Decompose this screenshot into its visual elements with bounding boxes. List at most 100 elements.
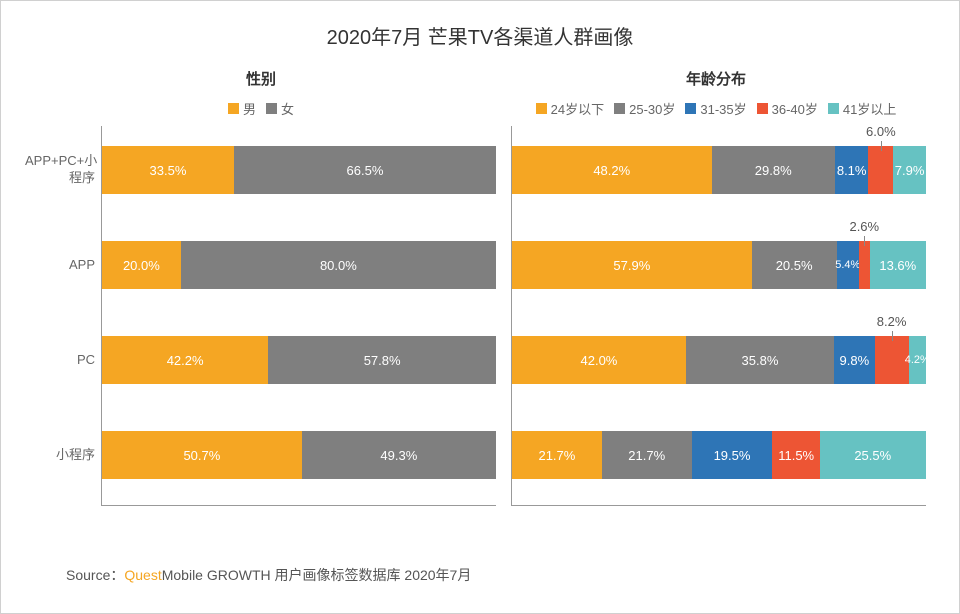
bar-wrap: 21.7% 21.7% 19.5% 11.5% 25.5% (512, 431, 926, 479)
segment-value: 5.4% (835, 259, 860, 271)
legend-swatch (266, 103, 277, 114)
category-label: APP+PC+小程序 (25, 153, 95, 187)
callout-label: 8.2% (877, 314, 907, 329)
bar-segment: 7.9% (893, 146, 926, 194)
bar-wrap: 42.2% 57.8% (102, 336, 496, 384)
legend-label: 31-35岁 (700, 99, 746, 118)
segment-value: 7.9% (895, 163, 925, 178)
bar-wrap: 50.7% 49.3% (102, 431, 496, 479)
bar-segment: 13.6% (870, 241, 926, 289)
bar-row: 48.2% 29.8% 8.1%6.0%7.9% (512, 146, 926, 194)
segment-value: 21.7% (628, 448, 665, 463)
chart-container: 2020年7月 芒果TV各渠道人群画像 性别 男女 APP+PC+小程序33.5… (0, 0, 960, 614)
bar-segment: 48.2% (512, 146, 712, 194)
segment-value: 8.1% (837, 163, 867, 178)
bar-segment: 8.2% (875, 336, 909, 384)
bar-wrap: 57.9%20.5%5.4%2.6%13.6% (512, 241, 926, 289)
bar-row: APP+PC+小程序33.5%66.5% (102, 146, 496, 194)
legend-swatch (828, 103, 839, 114)
bar-row: 21.7% 21.7% 19.5% 11.5% 25.5% (512, 431, 926, 479)
segment-value: 33.5% (150, 163, 187, 178)
category-label: 小程序 (25, 447, 95, 464)
segment-value: 48.2% (593, 163, 630, 178)
segment-value: 20.5% (776, 258, 813, 273)
bar-segment: 33.5% (102, 146, 234, 194)
legend-swatch (614, 103, 625, 114)
bar-segment: 35.8% (686, 336, 834, 384)
bar-segment: 4.2% (909, 336, 926, 384)
legend-swatch (228, 103, 239, 114)
source-brand-b: Mobile (162, 567, 203, 583)
legend-item: 男 (228, 99, 256, 118)
segment-value: 50.7% (183, 448, 220, 463)
segment-value: 13.6% (879, 258, 916, 273)
bar-wrap: 33.5% 66.5% (102, 146, 496, 194)
segment-value: 42.2% (167, 353, 204, 368)
segment-value: 29.8% (755, 163, 792, 178)
legend-swatch (757, 103, 768, 114)
segment-value: 66.5% (347, 163, 384, 178)
callout-label: 6.0% (866, 124, 896, 139)
bar-wrap: 48.2% 29.8% 8.1%6.0%7.9% (512, 146, 926, 194)
gender-plot: APP+PC+小程序33.5%66.5%APP20.0%80.0%PC42.2%… (101, 126, 496, 506)
callout-label: 2.6% (849, 219, 879, 234)
segment-value: 80.0% (320, 258, 357, 273)
legend-swatch (685, 103, 696, 114)
segment-value: 57.9% (613, 258, 650, 273)
callout-line (881, 141, 882, 151)
legend-item: 41岁以上 (828, 99, 896, 118)
segment-value: 25.5% (854, 448, 891, 463)
bar-segment: 21.7% (602, 431, 692, 479)
segment-value: 35.8% (742, 353, 779, 368)
legend-item: 36-40岁 (757, 99, 818, 118)
segment-value: 11.5% (778, 448, 814, 463)
bar-row: 42.0% 35.8% 9.8% 8.2%4.2% (512, 336, 926, 384)
segment-value: 9.8% (840, 353, 870, 368)
legend-swatch (536, 103, 547, 114)
source-brand-a: Quest (124, 567, 161, 583)
bar-segment: 9.8% (834, 336, 875, 384)
segment-value: 49.3% (380, 448, 417, 463)
bar-segment: 21.7% (512, 431, 602, 479)
segment-value: 57.8% (364, 353, 401, 368)
bar-segment: 57.9% (512, 241, 752, 289)
bar-row: 57.9%20.5%5.4%2.6%13.6% (512, 241, 926, 289)
callout-line (864, 236, 865, 246)
bar-row: 小程序50.7%49.3% (102, 431, 496, 479)
legend-item: 女 (266, 99, 294, 118)
age-plot: 48.2%29.8%8.1%6.0%7.9%57.9%20.5%5.4%2.6%… (511, 126, 926, 506)
legend-label: 25-30岁 (629, 99, 675, 118)
source-line: Source：QuestMobile GROWTH 用户画像标签数据库 2020… (66, 565, 471, 585)
category-label: APP (25, 257, 95, 274)
bar-segment: 20.5% (752, 241, 837, 289)
legend-label: 36-40岁 (772, 99, 818, 118)
bar-segment: 11.5% (772, 431, 820, 479)
legend-item: 31-35岁 (685, 99, 746, 118)
category-label: PC (25, 352, 95, 369)
segment-value: 42.0% (581, 353, 618, 368)
age-panel: 年龄分布 24岁以下25-30岁31-35岁36-40岁41岁以上 48.2%2… (506, 68, 926, 506)
age-subtitle: 年龄分布 (506, 68, 926, 89)
bar-segment: 6.0% (868, 146, 893, 194)
gender-legend: 男女 (26, 99, 496, 118)
bar-segment: 29.8% (712, 146, 835, 194)
legend-label: 女 (281, 99, 294, 118)
legend-item: 25-30岁 (614, 99, 675, 118)
bar-wrap: 42.0% 35.8% 9.8% 8.2%4.2% (512, 336, 926, 384)
bar-segment: 50.7% (102, 431, 302, 479)
chart-title: 2020年7月 芒果TV各渠道人群画像 (26, 21, 934, 50)
bar-segment: 25.5% (820, 431, 926, 479)
bar-segment: 19.5% (692, 431, 773, 479)
bar-segment: 80.0% (181, 241, 496, 289)
segment-value: 21.7% (538, 448, 575, 463)
source-suffix: GROWTH 用户画像标签数据库 2020年7月 (203, 567, 471, 583)
gender-panel: 性别 男女 APP+PC+小程序33.5%66.5%APP20.0%80.0%P… (26, 68, 496, 506)
bar-segment: 8.1% (835, 146, 869, 194)
segment-value: 20.0% (123, 258, 160, 273)
bar-segment: 49.3% (302, 431, 496, 479)
source-prefix: Source： (66, 567, 124, 583)
age-legend: 24岁以下25-30岁31-35岁36-40岁41岁以上 (506, 99, 926, 118)
bar-segment: 66.5% (234, 146, 496, 194)
bar-segment: 57.8% (268, 336, 496, 384)
bar-wrap: 20.0% 80.0% (102, 241, 496, 289)
